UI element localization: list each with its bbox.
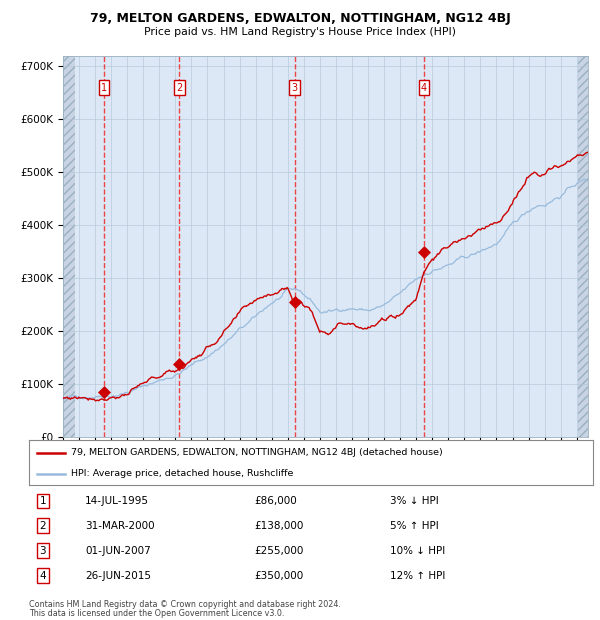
Bar [63, 56, 75, 437]
Text: 1: 1 [40, 496, 46, 506]
Text: 26-JUN-2015: 26-JUN-2015 [85, 570, 151, 581]
Text: £86,000: £86,000 [254, 496, 297, 506]
Text: 01-JUN-2007: 01-JUN-2007 [85, 546, 151, 556]
Text: 5% ↑ HPI: 5% ↑ HPI [390, 521, 439, 531]
Text: 4: 4 [40, 570, 46, 581]
Text: 1: 1 [101, 82, 107, 92]
Text: Price paid vs. HM Land Registry's House Price Index (HPI): Price paid vs. HM Land Registry's House … [144, 27, 456, 37]
Text: HPI: Average price, detached house, Rushcliffe: HPI: Average price, detached house, Rush… [71, 469, 293, 478]
Text: 4: 4 [421, 82, 427, 92]
Text: Contains HM Land Registry data © Crown copyright and database right 2024.: Contains HM Land Registry data © Crown c… [29, 600, 341, 609]
Bar [578, 56, 588, 437]
Text: 3: 3 [292, 82, 298, 92]
Text: £255,000: £255,000 [254, 546, 304, 556]
Text: 3: 3 [40, 546, 46, 556]
Text: £350,000: £350,000 [254, 570, 304, 581]
Text: 79, MELTON GARDENS, EDWALTON, NOTTINGHAM, NG12 4BJ: 79, MELTON GARDENS, EDWALTON, NOTTINGHAM… [89, 12, 511, 25]
Text: 3% ↓ HPI: 3% ↓ HPI [390, 496, 439, 506]
Bar [578, 56, 588, 437]
Text: 14-JUL-1995: 14-JUL-1995 [85, 496, 149, 506]
Text: 12% ↑ HPI: 12% ↑ HPI [390, 570, 445, 581]
Text: This data is licensed under the Open Government Licence v3.0.: This data is licensed under the Open Gov… [29, 609, 284, 618]
Text: 2: 2 [40, 521, 46, 531]
Text: 79, MELTON GARDENS, EDWALTON, NOTTINGHAM, NG12 4BJ (detached house): 79, MELTON GARDENS, EDWALTON, NOTTINGHAM… [71, 448, 443, 457]
Text: £138,000: £138,000 [254, 521, 304, 531]
Text: 10% ↓ HPI: 10% ↓ HPI [390, 546, 445, 556]
Text: 31-MAR-2000: 31-MAR-2000 [85, 521, 155, 531]
Text: 2: 2 [176, 82, 182, 92]
Bar [63, 56, 75, 437]
